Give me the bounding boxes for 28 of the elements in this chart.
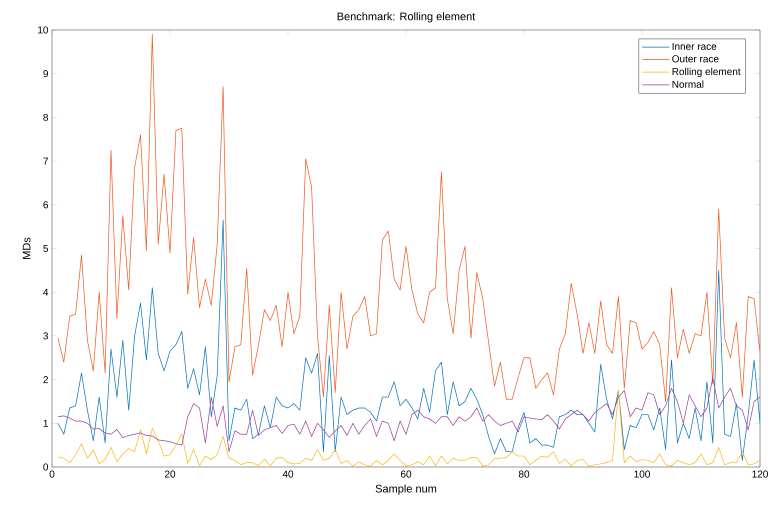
legend-label: Outer race [672,55,719,62]
y-tick-label: 4 [43,288,48,296]
y-tick-label: 3 [43,332,48,340]
legend-label: Rolling element [672,68,741,78]
y-tick-label: 5 [43,245,48,252]
x-tick-label: 100 [634,470,650,478]
y-tick-label: 7 [43,158,48,165]
line-series [58,390,760,466]
y-tick-label: 0 [43,463,48,471]
x-tick-label: 60 [400,470,412,478]
y-axis-title: MDs [22,238,30,259]
y-tick-label: 1 [44,420,48,427]
x-tick-label: 20 [164,470,176,478]
legend-label: Normal [672,80,704,88]
x-axis-title: Sample num [376,484,436,495]
y-tick-label: 9 [43,70,48,78]
x-tick-label: 120 [752,470,768,478]
x-tick-label: 40 [282,470,294,478]
line-series [58,34,760,402]
y-tick-label: 2 [43,376,48,384]
chart-title: Benchmark: Rolling element [338,12,476,22]
legend-label: Inner race [672,42,716,50]
x-tick-label: 80 [518,470,530,478]
x-tick-label: 0 [50,470,54,478]
line-series [58,220,760,461]
y-tick-label: 10 [38,26,48,34]
y-tick-label: 6 [43,201,48,208]
y-tick-label: 8 [43,114,48,121]
